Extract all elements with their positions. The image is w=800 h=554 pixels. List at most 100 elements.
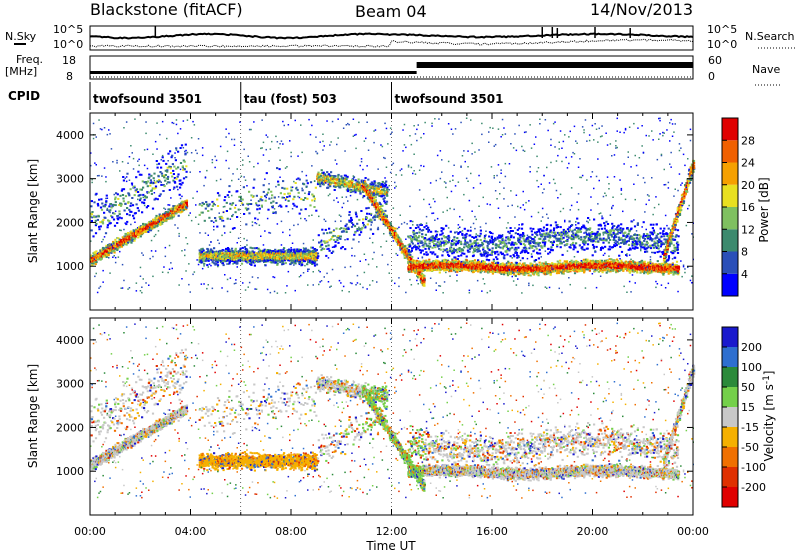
- power-cell: [150, 227, 153, 230]
- power-cell: [214, 219, 218, 222]
- power-cell: [135, 189, 138, 191]
- power-cell: [137, 160, 139, 162]
- power-cell: [132, 237, 135, 240]
- power-cell: [114, 256, 117, 259]
- power-cell: [163, 176, 166, 179]
- power-cell: [229, 202, 232, 205]
- power-cell: [139, 266, 142, 269]
- power-cell: [121, 194, 125, 196]
- freq-trace-high: [416, 62, 693, 68]
- power-cell: [236, 266, 238, 268]
- power-cell: [346, 175, 349, 178]
- power-cell: [143, 181, 146, 184]
- power-cell: [381, 212, 384, 215]
- power-cell: [242, 250, 245, 253]
- power-cell: [305, 174, 308, 177]
- power-cell: [157, 230, 160, 232]
- power-cell: [185, 199, 188, 202]
- power-cell: [321, 247, 324, 250]
- power-cell: [396, 234, 399, 237]
- power-cell: [344, 184, 347, 187]
- power-cell: [380, 195, 383, 198]
- power-cell: [269, 148, 272, 150]
- power-cell: [388, 189, 390, 191]
- power-cell: [289, 234, 291, 237]
- power-cell: [385, 220, 388, 223]
- power-cell: [302, 256, 305, 259]
- power-cell: [367, 206, 370, 209]
- power-cell: [109, 209, 112, 212]
- power-cell: [134, 118, 136, 120]
- power-cell: [318, 179, 321, 182]
- power-cell: [266, 259, 269, 262]
- power-cell: [107, 253, 110, 256]
- power-cell: [378, 183, 382, 186]
- power-cell: [277, 183, 280, 186]
- power-cell: [182, 167, 185, 169]
- power-cell: [145, 182, 148, 185]
- power-cell: [334, 177, 337, 180]
- power-cell: [94, 162, 96, 164]
- power-cell: [156, 163, 158, 166]
- power-cell: [252, 186, 255, 189]
- power-cell: [245, 223, 248, 226]
- power-cell: [116, 162, 118, 164]
- power-cell: [266, 288, 269, 291]
- power-cell: [383, 194, 386, 197]
- power-cell: [161, 156, 164, 159]
- power-cell: [322, 179, 325, 182]
- power-cell: [258, 207, 261, 210]
- power-cell: [373, 200, 376, 203]
- power-cell: [117, 218, 120, 221]
- power-cell: [329, 286, 331, 288]
- power-cell: [315, 136, 317, 138]
- power-cell: [126, 237, 129, 240]
- power-cell: [268, 160, 270, 162]
- power-cell: [118, 213, 121, 216]
- power-cell: [201, 204, 204, 207]
- power-cell: [405, 253, 409, 256]
- power-cell: [250, 203, 252, 205]
- power-cell: [298, 262, 301, 265]
- power-cell: [291, 261, 294, 264]
- power-cell: [291, 208, 294, 210]
- power-cell: [315, 257, 318, 260]
- power-cell: [118, 216, 121, 219]
- power-cell: [93, 256, 96, 259]
- power-cell: [394, 227, 397, 230]
- power-cell: [114, 247, 117, 250]
- power-cell: [338, 178, 341, 181]
- power-cell: [365, 207, 368, 210]
- power-cell: [90, 164, 92, 167]
- power-cell: [294, 251, 297, 254]
- power-cell: [298, 252, 301, 255]
- power-cell: [310, 252, 313, 255]
- power-cell: [99, 250, 102, 252]
- power-cell: [276, 223, 279, 225]
- power-cell: [248, 250, 251, 253]
- power-cell: [358, 121, 360, 124]
- power-cell: [123, 209, 126, 212]
- power-cell: [119, 204, 123, 207]
- power-cell: [337, 201, 339, 203]
- power-cell: [221, 287, 223, 289]
- power-cell: [345, 181, 348, 184]
- power-cell: [108, 210, 111, 213]
- power-cell: [244, 179, 247, 181]
- power-cell: [283, 259, 287, 262]
- power-cell: [119, 202, 122, 205]
- power-cell: [380, 246, 382, 248]
- power-cell: [149, 226, 151, 228]
- power-cell: [306, 263, 309, 266]
- power-cell: [146, 191, 149, 194]
- power-cell: [180, 210, 184, 213]
- power-cell: [125, 238, 128, 241]
- power-cell: [268, 259, 271, 262]
- power-cell: [124, 195, 128, 198]
- power-cell: [403, 221, 406, 224]
- power-cell: [359, 164, 361, 167]
- power-cell: [131, 239, 134, 242]
- power-cell: [257, 162, 259, 165]
- nsearch-trace: [89, 38, 694, 48]
- power-cell: [137, 236, 140, 239]
